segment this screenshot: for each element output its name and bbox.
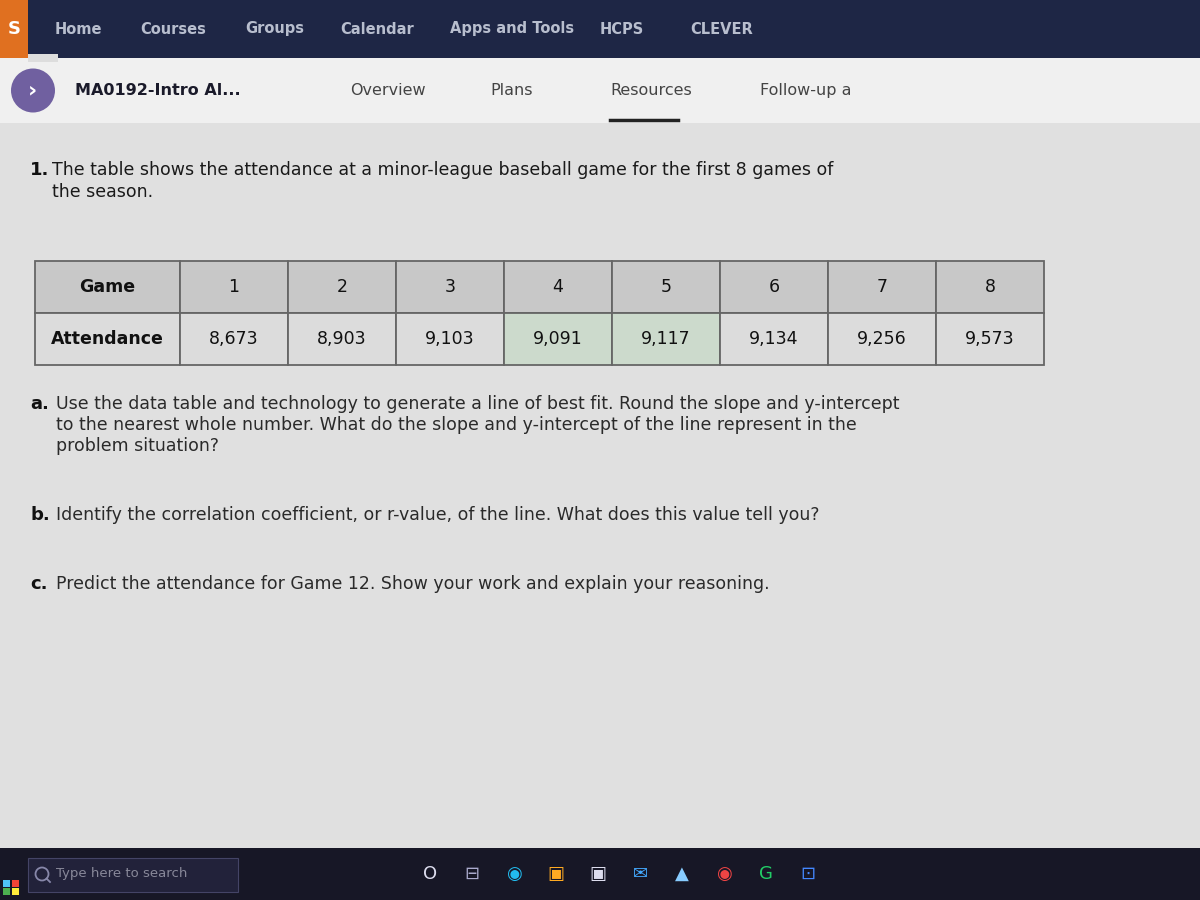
Bar bbox=[504, 261, 612, 313]
Text: ▲: ▲ bbox=[676, 865, 689, 883]
Bar bbox=[180, 313, 288, 365]
Text: Overview: Overview bbox=[350, 83, 426, 98]
Bar bbox=[28, 54, 58, 62]
Bar bbox=[0, 0, 1200, 58]
Bar bbox=[936, 261, 1044, 313]
Text: Plans: Plans bbox=[490, 83, 533, 98]
Text: ›: › bbox=[29, 80, 37, 101]
Text: to the nearest whole number. What do the slope and y-intercept of the line repre: to the nearest whole number. What do the… bbox=[56, 416, 857, 434]
Text: Game: Game bbox=[79, 278, 136, 296]
Text: 1: 1 bbox=[228, 278, 240, 296]
Bar bbox=[0, 0, 28, 58]
Text: 8,903: 8,903 bbox=[317, 330, 367, 348]
Text: Type here to search: Type here to search bbox=[56, 868, 187, 880]
Text: ◉: ◉ bbox=[506, 865, 522, 883]
Bar bbox=[504, 313, 612, 365]
Text: Calendar: Calendar bbox=[340, 22, 414, 37]
Text: 5: 5 bbox=[660, 278, 672, 296]
Text: a.: a. bbox=[30, 395, 49, 413]
Text: Use the data table and technology to generate a line of best fit. Round the slop: Use the data table and technology to gen… bbox=[56, 395, 900, 413]
Text: Attendance: Attendance bbox=[52, 330, 164, 348]
Bar bbox=[2, 888, 10, 895]
Text: 9,573: 9,573 bbox=[965, 330, 1015, 348]
Text: 3: 3 bbox=[444, 278, 456, 296]
Bar bbox=[35, 313, 180, 365]
Bar bbox=[2, 878, 20, 896]
Text: Identify the correlation coefficient, or r-value, of the line. What does this va: Identify the correlation coefficient, or… bbox=[56, 506, 820, 524]
Bar bbox=[180, 261, 288, 313]
Circle shape bbox=[11, 68, 55, 112]
Text: HCPS: HCPS bbox=[600, 22, 644, 37]
Text: CLEVER: CLEVER bbox=[690, 22, 752, 37]
Bar bbox=[0, 123, 1200, 848]
Bar bbox=[720, 261, 828, 313]
Text: 2: 2 bbox=[336, 278, 348, 296]
Text: ▣: ▣ bbox=[547, 865, 564, 883]
Text: ✉: ✉ bbox=[632, 865, 648, 883]
Text: Apps and Tools: Apps and Tools bbox=[450, 22, 574, 37]
Text: ⊟: ⊟ bbox=[464, 865, 480, 883]
Text: problem situation?: problem situation? bbox=[56, 437, 220, 455]
Bar bbox=[288, 313, 396, 365]
Bar bbox=[12, 888, 19, 895]
Bar bbox=[2, 880, 10, 887]
Bar bbox=[12, 880, 19, 887]
Text: MA0192-Intro Al...: MA0192-Intro Al... bbox=[74, 83, 241, 98]
Text: ⊡: ⊡ bbox=[800, 865, 816, 883]
Text: ◉: ◉ bbox=[716, 865, 732, 883]
Text: c.: c. bbox=[30, 575, 48, 593]
Text: 9,256: 9,256 bbox=[857, 330, 907, 348]
Bar bbox=[828, 261, 936, 313]
Bar bbox=[720, 313, 828, 365]
Text: Home: Home bbox=[55, 22, 102, 37]
Bar bbox=[28, 858, 238, 892]
Text: 4: 4 bbox=[552, 278, 564, 296]
Text: S: S bbox=[7, 20, 20, 38]
Bar bbox=[0, 848, 1200, 900]
Text: 8,673: 8,673 bbox=[209, 330, 259, 348]
Bar bbox=[35, 261, 180, 313]
Text: 9,117: 9,117 bbox=[641, 330, 691, 348]
Text: O: O bbox=[422, 865, 437, 883]
Text: 8: 8 bbox=[984, 278, 996, 296]
Text: Follow-up a: Follow-up a bbox=[760, 83, 852, 98]
Text: 9,091: 9,091 bbox=[533, 330, 583, 348]
Bar bbox=[288, 261, 396, 313]
Bar bbox=[0, 58, 1200, 123]
Text: G: G bbox=[760, 865, 773, 883]
Text: ▣: ▣ bbox=[589, 865, 606, 883]
Text: 1.: 1. bbox=[30, 161, 49, 179]
Bar bbox=[396, 313, 504, 365]
Text: Resources: Resources bbox=[610, 83, 691, 98]
Text: Courses: Courses bbox=[140, 22, 206, 37]
Bar bbox=[828, 313, 936, 365]
Bar bbox=[936, 313, 1044, 365]
Bar bbox=[396, 261, 504, 313]
Text: b.: b. bbox=[30, 506, 49, 524]
Bar bbox=[612, 313, 720, 365]
Text: Predict the attendance for Game 12. Show your work and explain your reasoning.: Predict the attendance for Game 12. Show… bbox=[56, 575, 769, 593]
Text: Groups: Groups bbox=[245, 22, 304, 37]
Text: 9,134: 9,134 bbox=[749, 330, 799, 348]
Text: The table shows the attendance at a minor-league baseball game for the first 8 g: The table shows the attendance at a mino… bbox=[52, 161, 833, 179]
Bar bbox=[612, 261, 720, 313]
Text: 7: 7 bbox=[876, 278, 888, 296]
Text: 9,103: 9,103 bbox=[425, 330, 475, 348]
Text: the season.: the season. bbox=[52, 183, 154, 201]
Text: 6: 6 bbox=[768, 278, 780, 296]
